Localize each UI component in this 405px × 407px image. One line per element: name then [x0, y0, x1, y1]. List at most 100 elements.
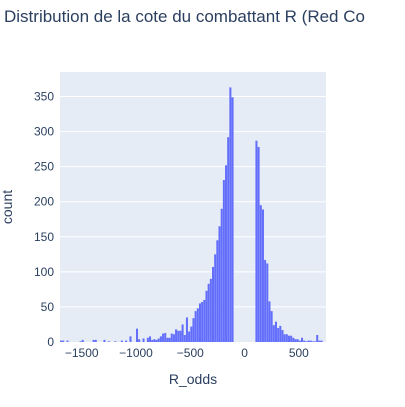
histogram-bar	[146, 337, 149, 342]
histogram-bar	[216, 240, 219, 342]
histogram-bar	[266, 263, 269, 342]
x-axis-ticks: −1500 −1000 −500 0 500	[65, 346, 309, 360]
histogram-bar	[203, 299, 206, 342]
x-tick-label: 0	[241, 346, 248, 360]
histogram-bar	[166, 337, 169, 342]
x-tick-label: −1000	[119, 346, 153, 360]
histogram-bar	[220, 208, 223, 342]
histogram-bar	[181, 324, 184, 342]
histogram-bar	[292, 337, 295, 342]
histogram-bar	[138, 339, 141, 342]
histogram-bar	[259, 205, 262, 342]
histogram-bar	[294, 339, 297, 342]
histogram-bar	[285, 334, 288, 342]
x-tick-label: −500	[177, 346, 204, 360]
histogram-bar	[229, 87, 232, 343]
histogram-bar	[125, 340, 128, 342]
histogram-bar	[207, 283, 210, 342]
histogram-bar	[268, 301, 271, 342]
histogram-bar	[92, 339, 95, 342]
y-axis-ticks: 0 50 100 150 200 250 300 350	[34, 90, 54, 349]
histogram-bar	[66, 340, 69, 342]
y-gridlines	[60, 96, 326, 308]
histogram-bar	[296, 339, 299, 342]
plot-background	[60, 72, 326, 342]
histogram-bar	[320, 340, 323, 342]
histogram-bar	[201, 302, 204, 342]
histogram-bar	[79, 341, 82, 342]
histogram-bar	[274, 321, 277, 342]
histogram-bar	[60, 340, 63, 342]
histogram-bar	[185, 317, 188, 342]
y-tick-label: 300	[34, 125, 54, 139]
histogram-bars	[60, 87, 323, 343]
histogram-bar	[198, 303, 201, 342]
y-tick-label: 50	[41, 300, 55, 314]
y-tick-label: 150	[34, 230, 54, 244]
histogram-bar	[222, 180, 225, 342]
histogram-bar	[164, 332, 167, 342]
y-tick-label: 250	[34, 160, 54, 174]
histogram-bar	[151, 339, 154, 342]
histogram-bar	[288, 335, 291, 342]
histogram-bar	[168, 337, 171, 342]
y-tick-label: 100	[34, 265, 54, 279]
histogram-bar	[107, 341, 110, 342]
histogram-bar	[172, 334, 175, 342]
histogram-bar	[205, 290, 208, 342]
histogram-bar	[303, 340, 306, 342]
histogram-bar	[149, 336, 152, 342]
y-tick-label: 200	[34, 195, 54, 209]
histogram-bar	[212, 266, 215, 342]
histogram-bar	[94, 339, 97, 342]
histogram-bar	[311, 341, 314, 342]
chart-title: Distribution de la cote du combattant R …	[4, 7, 365, 26]
histogram-bar	[298, 340, 301, 342]
histogram-bar	[231, 97, 234, 342]
histogram-bar	[162, 333, 165, 342]
histogram-bar	[177, 330, 180, 342]
x-tick-label: −1500	[65, 346, 99, 360]
histogram-bar	[129, 336, 132, 342]
y-tick-label: 350	[34, 90, 54, 104]
histogram-bar	[155, 339, 158, 342]
histogram-bar	[218, 226, 221, 342]
histogram-bar	[214, 254, 217, 342]
histogram-bar	[318, 340, 321, 342]
histogram-bar	[279, 325, 282, 342]
histogram-bar	[227, 137, 230, 342]
histogram-bar	[62, 340, 65, 342]
histogram-bar	[194, 311, 197, 342]
histogram-bar	[114, 341, 117, 342]
histogram-bar	[305, 341, 308, 342]
histogram-bar	[81, 339, 84, 342]
histogram-bar	[175, 329, 178, 342]
histogram-bar	[183, 334, 186, 342]
histogram-bar	[179, 330, 182, 342]
histogram-bar	[159, 336, 162, 342]
histogram-bar	[314, 341, 317, 342]
histogram-bar	[136, 328, 139, 342]
y-axis-title: count	[0, 190, 15, 224]
histogram-bar	[190, 326, 193, 342]
histogram-bar	[277, 327, 280, 342]
histogram-bar	[170, 333, 173, 342]
x-axis-title: R_odds	[169, 371, 217, 387]
histogram-bar	[307, 340, 310, 342]
x-tick-label: 500	[289, 346, 309, 360]
histogram-bar	[120, 340, 123, 342]
histogram-bar	[192, 318, 195, 342]
histogram-bar	[272, 325, 275, 342]
histogram-bar	[225, 165, 228, 342]
histogram-bar	[264, 259, 267, 342]
histogram-bar	[261, 209, 264, 342]
y-tick-label: 0	[47, 335, 54, 349]
histogram-bar	[209, 278, 212, 342]
histogram-bar	[301, 337, 304, 342]
histogram-bar	[309, 340, 312, 342]
histogram-bar	[103, 339, 106, 342]
histogram-bar	[196, 308, 199, 342]
histogram-bar	[157, 338, 160, 342]
histogram-bar	[270, 311, 273, 342]
histogram-bar	[290, 335, 293, 342]
